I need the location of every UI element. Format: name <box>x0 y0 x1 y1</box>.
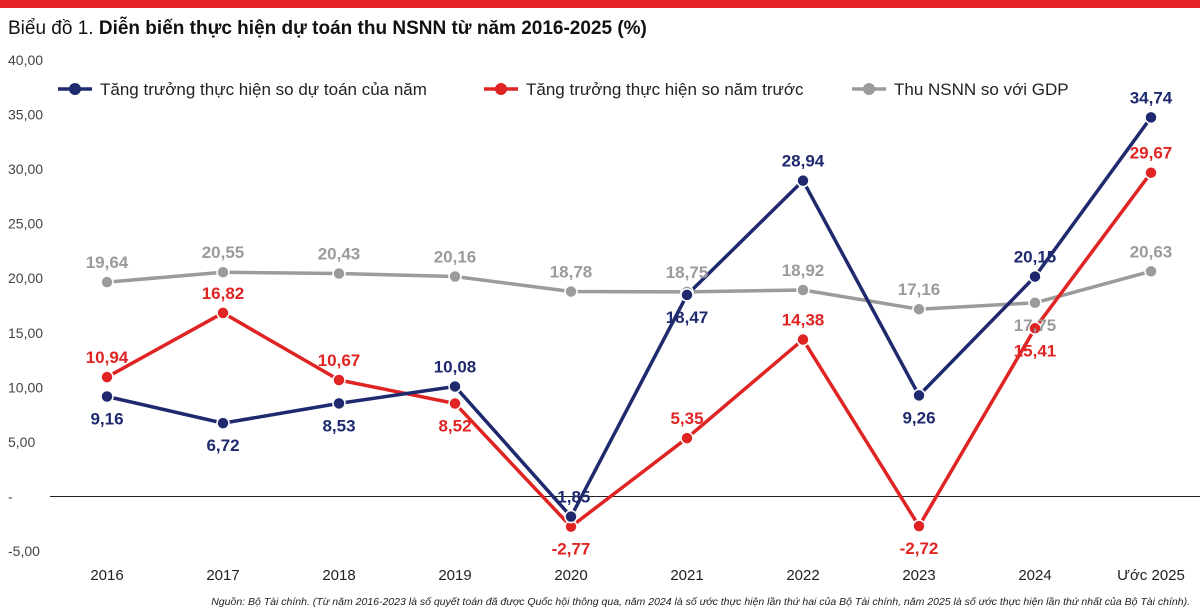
series-line <box>106 116 1153 519</box>
data-point <box>332 396 346 411</box>
data-label: 18,75 <box>666 263 709 282</box>
y-tick-label: -5,00 <box>8 543 40 559</box>
data-point <box>216 306 230 320</box>
data-label: 29,67 <box>1130 144 1173 163</box>
x-tick-label: 2018 <box>322 567 355 584</box>
data-point <box>332 373 346 387</box>
data-point <box>912 519 926 533</box>
data-point <box>216 416 230 430</box>
data-label: 20,43 <box>318 245 361 264</box>
data-label: 10,08 <box>434 357 477 376</box>
chart-title-main: Diễn biến thực hiện dự toán thu NSNN từ … <box>98 18 647 39</box>
data-label: 14,38 <box>782 311 825 330</box>
data-label: 20,16 <box>434 247 477 266</box>
x-tick-label: 2019 <box>438 567 471 584</box>
data-label: 8,52 <box>438 416 471 435</box>
x-tick-label: Ước 2025 <box>1117 567 1185 584</box>
data-label: 20,15 <box>1014 248 1057 267</box>
data-label: 18,78 <box>550 263 593 282</box>
series-lines <box>106 116 1153 529</box>
x-axis: 2016 2017 2018 2019 2020 2021 2022 2023 2024 Ước … <box>50 495 1200 584</box>
data-point <box>1028 321 1042 336</box>
data-label: 19,64 <box>86 253 129 272</box>
chart-title: Biểu đồ 1. Diễn biến thực hiện dự toán t… <box>8 18 647 40</box>
data-label: 5,35 <box>670 409 703 428</box>
data-point <box>100 389 114 404</box>
data-point <box>1028 296 1042 310</box>
data-label: 16,82 <box>202 284 245 303</box>
data-point <box>100 275 114 289</box>
y-tick-label: - <box>8 488 13 504</box>
data-point <box>680 288 694 302</box>
series-points <box>100 110 1158 534</box>
data-point <box>448 396 462 411</box>
legend-swatch-marker <box>495 83 507 95</box>
data-point <box>216 265 230 279</box>
legend-swatch-marker <box>863 83 875 95</box>
legend-label: Tăng trưởng thực hiện so năm trước <box>526 80 804 99</box>
data-point <box>1028 269 1042 284</box>
data-point <box>796 173 810 188</box>
top-accent-bar <box>0 0 1200 8</box>
data-labels: 19,64 20,55 20,43 20,16 18,78 18,75 18,92 17,16… <box>86 88 1173 558</box>
y-tick-label: 25,00 <box>8 216 43 232</box>
legend-swatch-marker <box>69 83 81 95</box>
data-label: 8,53 <box>322 416 355 435</box>
data-label: 10,67 <box>318 351 361 370</box>
data-label: 9,16 <box>90 409 123 428</box>
data-label: -2,72 <box>900 539 939 558</box>
data-label: 6,72 <box>206 436 239 455</box>
series-line <box>106 171 1153 529</box>
data-label: 17,75 <box>1014 316 1057 335</box>
data-label: -2,77 <box>552 540 591 559</box>
data-point <box>1144 165 1158 180</box>
data-point <box>448 379 462 394</box>
data-point <box>796 283 810 297</box>
data-label: 17,16 <box>898 280 941 299</box>
data-label: 20,55 <box>202 243 245 262</box>
source-note: Nguồn: Bộ Tài chính. (Từ năm 2016-2023 l… <box>211 596 1190 608</box>
data-label: 18,92 <box>782 261 825 280</box>
data-label: 34,74 <box>1130 88 1173 107</box>
x-tick-label: 2020 <box>554 567 587 584</box>
data-point <box>100 370 114 384</box>
data-point <box>332 266 346 281</box>
data-point <box>912 388 926 403</box>
y-tick-label: 5,00 <box>8 434 35 450</box>
x-tick-label: 2016 <box>90 567 123 584</box>
x-tick-label: 2023 <box>902 567 935 584</box>
y-tick-label: 35,00 <box>8 107 43 123</box>
legend: Tăng trưởng thực hiện so dự toán của năm… <box>58 80 1069 99</box>
data-point <box>1144 110 1158 125</box>
data-label: 15,41 <box>1014 341 1057 360</box>
data-label: -1,85 <box>552 488 591 507</box>
data-label: 18,47 <box>666 308 709 327</box>
x-tick-label: 2024 <box>1018 567 1051 584</box>
data-point <box>564 509 578 524</box>
x-tick-label: 2017 <box>206 567 239 584</box>
data-label: 28,94 <box>782 152 825 171</box>
data-point <box>564 284 578 299</box>
data-label: 9,26 <box>902 408 935 427</box>
y-axis: -5,00-5,0010,0015,0020,0025,0030,0035,00… <box>8 52 43 559</box>
chart-title-prefix: Biểu đồ 1. <box>8 18 94 39</box>
y-tick-label: 10,00 <box>8 379 43 395</box>
data-label: 10,94 <box>86 348 129 367</box>
legend-label: Thu NSNN so với GDP <box>894 80 1069 99</box>
y-tick-label: 20,00 <box>8 270 43 286</box>
x-tick-label: 2022 <box>786 567 819 584</box>
x-tick-label: 2021 <box>670 567 703 584</box>
y-tick-label: 30,00 <box>8 161 43 177</box>
y-tick-label: 15,00 <box>8 325 43 341</box>
data-point <box>796 332 810 347</box>
data-point <box>448 269 462 284</box>
series-line <box>106 269 1152 311</box>
data-point <box>1144 264 1158 279</box>
data-label: 20,63 <box>1130 242 1173 261</box>
legend-label: Tăng trưởng thực hiện so dự toán của năm <box>100 80 427 99</box>
data-point <box>912 302 926 316</box>
data-point <box>680 431 694 445</box>
y-tick-label: 40,00 <box>8 52 43 68</box>
